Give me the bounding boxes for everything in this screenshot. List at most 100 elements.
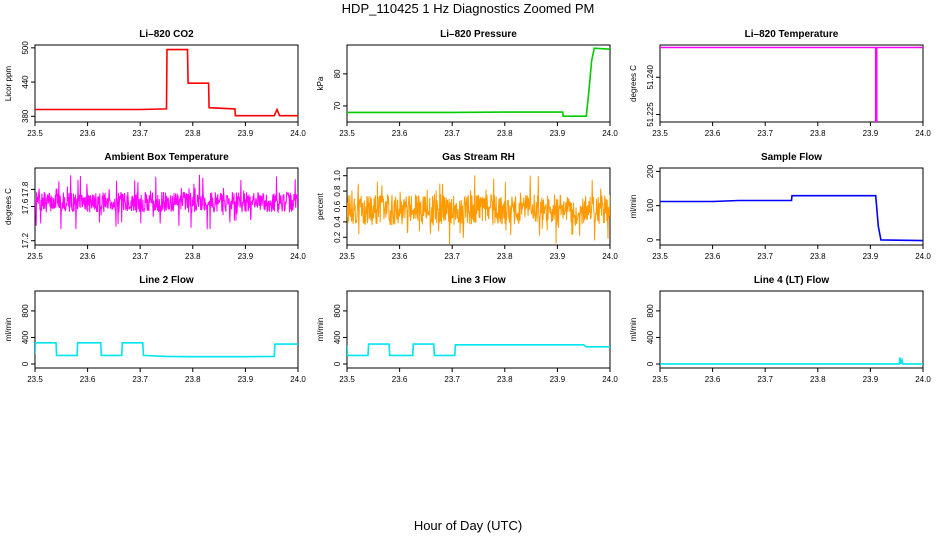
y-axis-label: ml/min [4,318,13,342]
x-tick-label: 23.7 [444,252,460,261]
x-tick-label: 23.5 [27,129,43,138]
panel-title: Line 2 Flow [139,275,194,286]
series-line [660,356,923,365]
y-axis-label: Licor ppm [4,66,13,101]
series-line [35,48,298,117]
x-tick-label: 23.6 [80,375,96,384]
x-tick-label: 23.6 [392,129,408,138]
y-tick-label: 17.2 [21,232,30,248]
panel-title: Sample Flow [761,152,822,163]
series-line [347,343,610,357]
x-tick-label: 23.7 [757,375,773,384]
x-tick-label: 23.9 [238,375,254,384]
x-tick-label: 23.7 [132,252,148,261]
plot-frame [346,44,611,123]
y-tick-label: 0.8 [333,185,342,197]
x-axis-caption: Hour of Day (UTC) [413,518,523,533]
y-tick-label: 51.240 [646,65,655,90]
x-tick-label: 23.5 [339,252,355,261]
x-tick-label: 23.6 [705,375,721,384]
x-tick-label: 23.7 [757,252,773,261]
plot-frame [659,167,924,246]
y-axis-label: ml/min [629,318,638,342]
y-tick-label: 100 [646,198,655,212]
x-tick-label: 24.0 [915,252,931,261]
series-line [660,194,923,242]
y-axis-label: degrees C [4,188,13,225]
y-tick-label: 0.4 [333,216,342,228]
x-tick-label: 23.7 [132,375,148,384]
plot-frame [34,290,299,369]
y-tick-label: 800 [646,304,655,318]
x-tick-label: 23.9 [550,375,566,384]
x-tick-label: 24.0 [915,375,931,384]
series-line [35,341,298,358]
panel-title: Ambient Box Temperature [104,152,229,163]
x-tick-label: 23.5 [652,129,668,138]
plot-frame [659,44,924,123]
y-tick-label: 80 [333,69,342,78]
x-tick-label: 23.6 [80,252,96,261]
x-tick-label: 23.6 [392,252,408,261]
y-axis-label: percent [316,192,325,219]
y-tick-label: 500 [21,41,30,55]
panel-title: Li–820 Temperature [745,29,839,40]
y-tick-label: 0 [646,237,655,242]
y-tick-label: 400 [21,330,30,344]
x-tick-label: 24.0 [602,252,618,261]
panel-title: Li–820 CO2 [139,29,194,40]
x-tick-label: 23.9 [863,129,879,138]
y-tick-label: 51.225 [646,102,655,127]
chart-panel-5: Gas Stream RH percent 23.5 23.6 23.7 23.8 23.9… [316,152,618,261]
y-axis-label: degrees C [629,65,638,102]
x-tick-label: 23.7 [444,129,460,138]
plot-frame [659,290,924,369]
x-tick-label: 23.8 [497,375,513,384]
x-tick-label: 23.9 [238,252,254,261]
y-tick-label: 380 [21,109,30,123]
y-tick-label: 0 [333,361,342,366]
series-line [347,175,610,245]
x-tick-label: 23.8 [185,252,201,261]
x-tick-label: 23.8 [185,375,201,384]
y-tick-label: 0.2 [333,231,342,243]
series-line [347,47,610,117]
chart-panel-2: Li–820 Pressure kPa 23.5 23.6 23.7 23.8 23.9 24… [316,29,618,138]
y-tick-label: 17.6 [21,198,30,214]
x-tick-label: 23.5 [27,375,43,384]
y-axis-label: kPa [316,76,325,90]
x-tick-label: 23.6 [80,129,96,138]
x-tick-label: 23.6 [392,375,408,384]
x-tick-label: 23.8 [810,375,826,384]
x-tick-label: 23.5 [652,375,668,384]
x-tick-label: 24.0 [915,129,931,138]
chart-panel-3: Li–820 Temperature degrees C 23.5 23.6 23.7 2… [629,29,931,138]
y-tick-label: 17.8 [21,181,30,197]
y-tick-label: 400 [646,330,655,344]
x-tick-label: 23.6 [705,252,721,261]
panel-title: Line 4 (LT) Flow [754,275,830,286]
chart-panel-7: Line 2 Flow ml/min 23.5 23.6 23.7 23.8 23.9 24.… [4,275,306,384]
y-tick-label: 400 [333,330,342,344]
y-tick-label: 1.0 [333,170,342,182]
plot-frame [346,290,611,369]
x-tick-label: 23.9 [550,129,566,138]
chart-panel-9: Line 4 (LT) Flow ml/min 23.5 23.6 23.7 23.8 23… [629,275,931,384]
chart-panel-6: Sample Flow ml/min 23.5 23.6 23.7 23.8 23.9 24.… [629,152,931,261]
panel-title: Line 3 Flow [451,275,506,286]
y-axis-label: ml/min [629,195,638,219]
y-tick-label: 200 [646,164,655,178]
x-tick-label: 24.0 [602,129,618,138]
y-tick-label: 0.6 [333,200,342,212]
x-tick-label: 23.8 [810,252,826,261]
x-tick-label: 24.0 [602,375,618,384]
x-tick-label: 23.5 [652,252,668,261]
x-tick-label: 23.5 [339,129,355,138]
page-title: HDP_110425 1 Hz Diagnostics Zoomed PM [341,1,595,16]
chart-panel-1: Li–820 CO2 Licor ppm 23.5 23.6 23.7 23.8 23.9 2… [4,29,306,138]
x-tick-label: 23.9 [863,252,879,261]
x-tick-label: 23.9 [550,252,566,261]
x-tick-label: 23.7 [757,129,773,138]
plot-frame [34,44,299,123]
